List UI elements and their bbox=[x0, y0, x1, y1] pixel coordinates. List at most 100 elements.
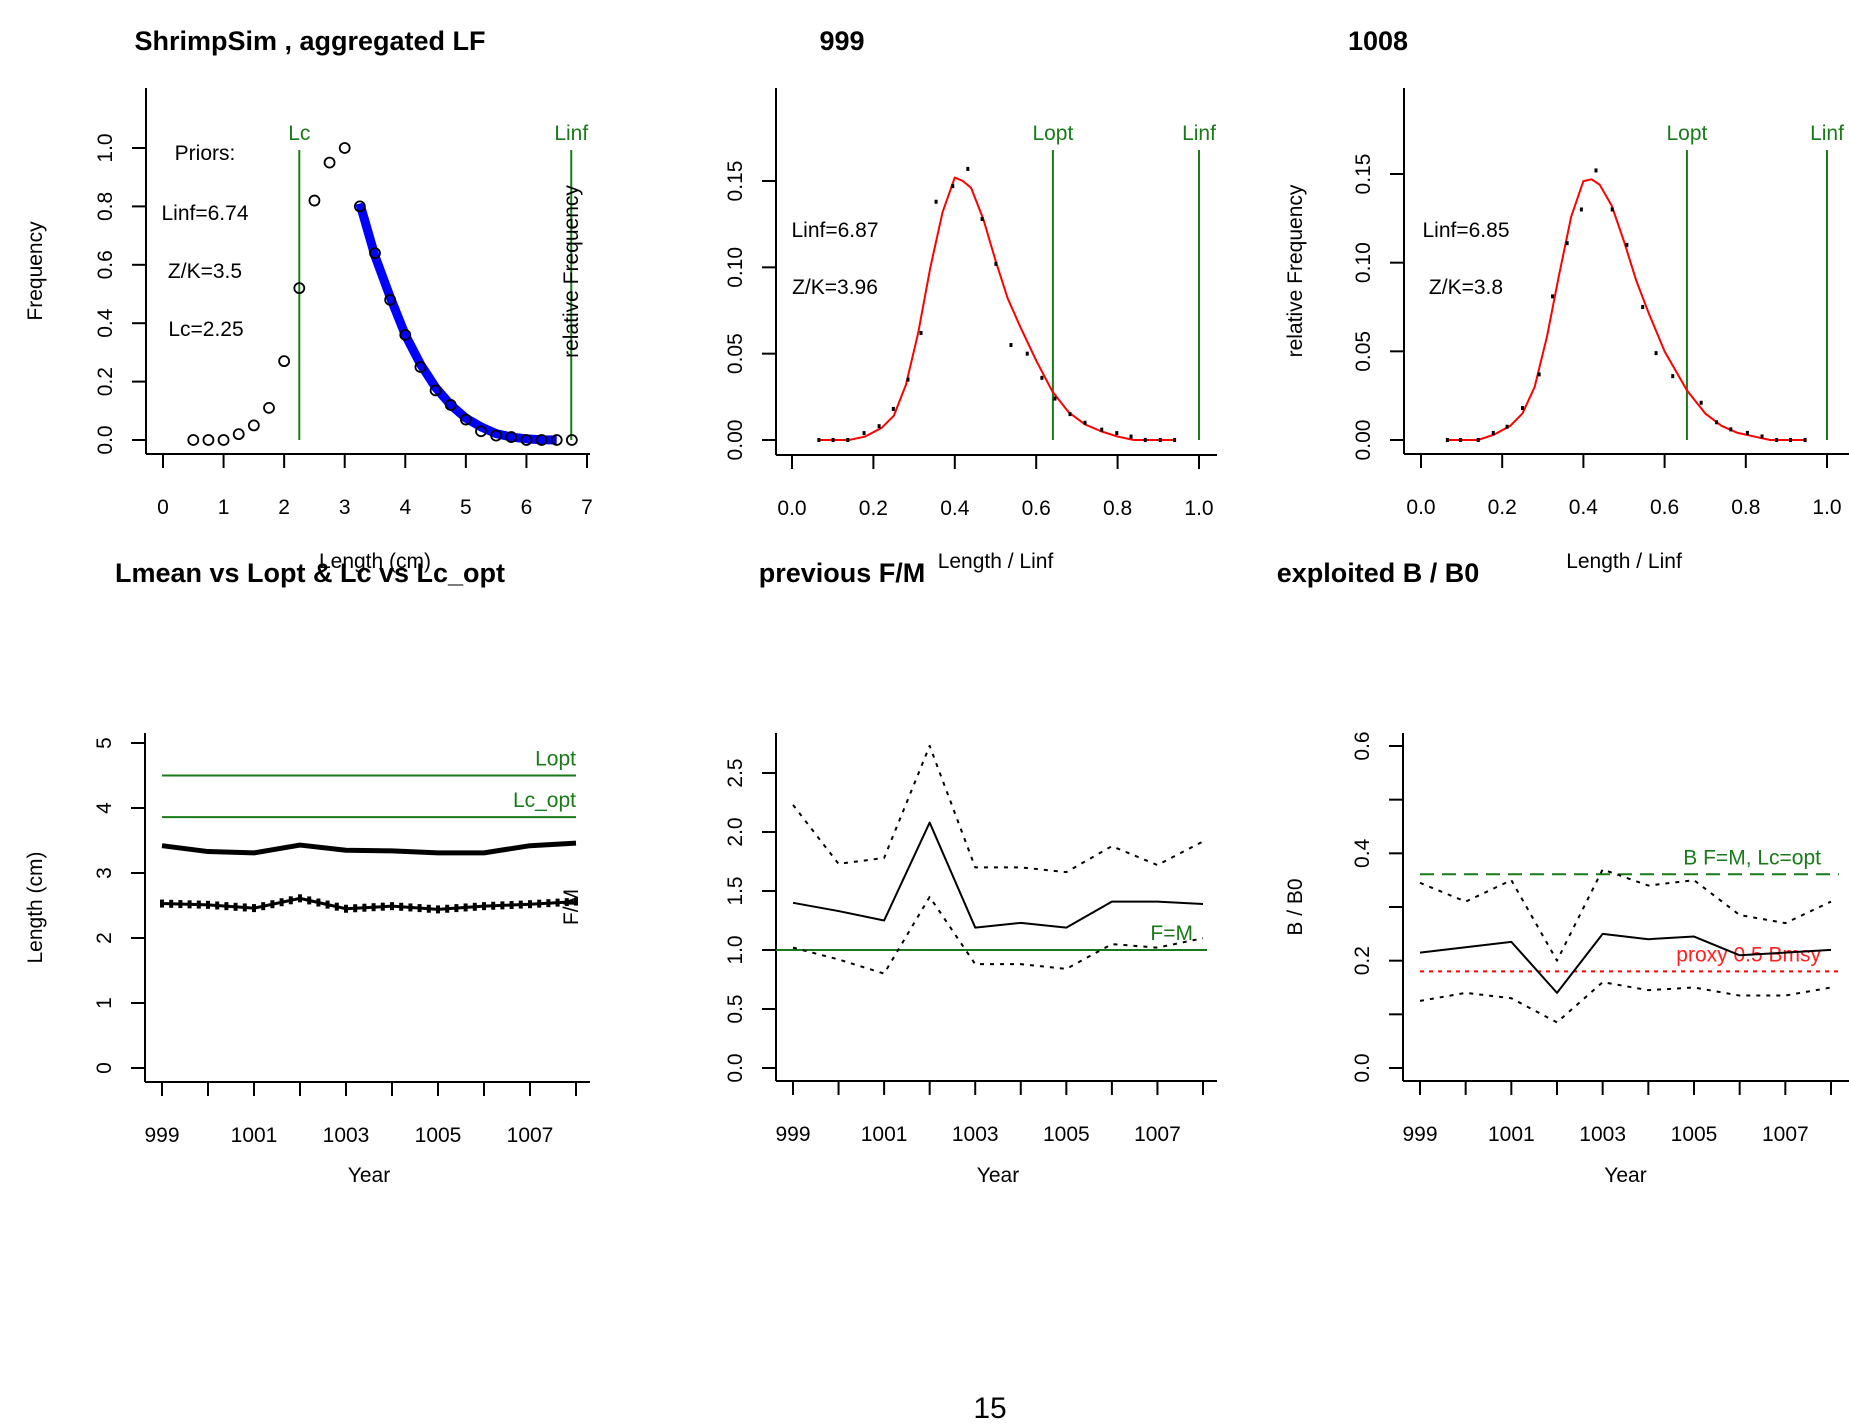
y-tick-label: 0.0 bbox=[94, 425, 117, 454]
x-tick-label: 0 bbox=[157, 496, 169, 519]
data-point bbox=[1775, 438, 1779, 442]
series-marker bbox=[206, 900, 210, 909]
series-marker bbox=[537, 899, 542, 908]
series-marker bbox=[528, 900, 532, 909]
vline-label: Lc bbox=[288, 122, 310, 145]
y-tick-label: 0.10 bbox=[724, 247, 747, 288]
data-point bbox=[1654, 351, 1658, 356]
data-point bbox=[247, 419, 260, 432]
panel-title: ShrimpSim , aggregated LF bbox=[134, 26, 485, 56]
data-point bbox=[1445, 438, 1449, 442]
data-point bbox=[1115, 431, 1119, 436]
x-tick-label: 1001 bbox=[231, 1124, 278, 1147]
series-marker bbox=[288, 896, 293, 905]
series-lc bbox=[161, 896, 577, 911]
annotation-text: Linf=6.74 bbox=[162, 202, 249, 225]
y-tick-label: 0.15 bbox=[724, 161, 747, 202]
series-marker bbox=[399, 902, 404, 911]
data-point bbox=[1173, 438, 1177, 442]
data-point bbox=[1083, 420, 1087, 425]
y-tick-label: 0.10 bbox=[1352, 242, 1375, 283]
series-marker bbox=[362, 903, 367, 912]
data-point bbox=[263, 401, 275, 414]
series-marker bbox=[380, 902, 385, 911]
y-tick-label: 0.15 bbox=[1352, 154, 1375, 195]
x-tick-label: 1007 bbox=[1762, 1123, 1809, 1146]
series-marker bbox=[463, 903, 468, 912]
x-tick-label: 0.2 bbox=[859, 497, 888, 520]
series-marker bbox=[187, 900, 192, 909]
vline-label: Linf bbox=[554, 122, 588, 145]
data-point bbox=[1803, 438, 1807, 442]
series-marker bbox=[445, 904, 450, 913]
data-point bbox=[475, 425, 487, 438]
annotation-text: Z/K=3.5 bbox=[168, 260, 242, 283]
y-tick-label: 0 bbox=[93, 1062, 116, 1074]
y-tick-label: 2.0 bbox=[724, 817, 747, 846]
data-point bbox=[293, 282, 306, 295]
series-marker bbox=[233, 902, 238, 911]
x-tick-label: 3 bbox=[339, 496, 351, 519]
data-point bbox=[891, 406, 895, 411]
data-point bbox=[414, 361, 427, 373]
x-tick-label: 1.0 bbox=[1184, 497, 1213, 520]
data-point bbox=[966, 166, 970, 171]
data-point bbox=[1565, 241, 1569, 246]
x-tick-label: 1007 bbox=[1134, 1123, 1181, 1146]
x-tick-label: 1003 bbox=[952, 1123, 999, 1146]
series-marker bbox=[242, 903, 247, 912]
series-marker bbox=[325, 900, 330, 909]
data-point bbox=[1641, 305, 1645, 309]
series-marker bbox=[509, 900, 514, 909]
x-tick-label: 1005 bbox=[1671, 1123, 1718, 1146]
y-axis-label: Length (cm) bbox=[24, 851, 47, 963]
data-point bbox=[951, 184, 955, 189]
series-marker bbox=[160, 899, 164, 908]
series-marker bbox=[353, 904, 358, 913]
data-point bbox=[919, 330, 923, 335]
data-point bbox=[1491, 430, 1495, 435]
panel-bb0: exploited B / B0 999 1001 1003 1005 1007 0.0 0.… bbox=[1277, 558, 1849, 1187]
series-marker bbox=[224, 902, 229, 911]
x-tick-label: 0.8 bbox=[1103, 497, 1132, 520]
series-marker bbox=[270, 900, 275, 909]
x-tick-label: 1.0 bbox=[1812, 496, 1841, 519]
data-point bbox=[308, 194, 321, 207]
data-point bbox=[1788, 438, 1792, 442]
data-point bbox=[1068, 412, 1072, 417]
x-tick-label: 999 bbox=[144, 1124, 179, 1147]
annotation-text: Z/K=3.96 bbox=[792, 276, 878, 299]
data-point bbox=[1715, 420, 1719, 425]
x-tick-label: 999 bbox=[1402, 1123, 1437, 1146]
x-axis-label: Length / Linf bbox=[938, 550, 1054, 573]
y-tick-label: 0.5 bbox=[724, 994, 747, 1023]
series-marker bbox=[215, 901, 220, 910]
data-point bbox=[1729, 427, 1733, 432]
series-marker bbox=[298, 894, 302, 903]
data-point bbox=[1551, 294, 1555, 299]
x-tick-label: 0.4 bbox=[940, 497, 970, 520]
y-axis-label: F/M bbox=[560, 889, 583, 925]
series-marker bbox=[261, 902, 266, 911]
data-point bbox=[1129, 434, 1133, 439]
data-point bbox=[520, 434, 533, 446]
panel-title: Lmean vs Lopt & Lc vs Lc_opt bbox=[115, 558, 505, 588]
panel-y999: 999 0.0 0.2 0.4 0.6 0.8 1.0 0.00 0.05 0.10 0.15 Len… bbox=[560, 26, 1217, 573]
y-axis-label: B / B0 bbox=[1284, 878, 1307, 935]
x-tick-label: 0.0 bbox=[777, 497, 806, 520]
series-marker bbox=[436, 905, 440, 914]
series-marker bbox=[408, 903, 413, 912]
x-axis-label: Length / Linf bbox=[1566, 550, 1682, 573]
data-point bbox=[369, 247, 381, 260]
series-marker bbox=[178, 900, 183, 909]
panel-y1008: 1008 0.0 0.2 0.4 0.6 0.8 1.0 0.00 0.05 0.10 0.15 Le… bbox=[1284, 26, 1849, 573]
data-point bbox=[384, 293, 397, 306]
data-point bbox=[278, 355, 291, 368]
y-tick-label: 1.5 bbox=[724, 876, 747, 905]
data-point bbox=[934, 199, 938, 204]
y-tick-label: 0.6 bbox=[94, 250, 117, 279]
x-tick-label: 2 bbox=[278, 496, 290, 519]
data-point bbox=[1760, 434, 1764, 439]
fit-curve bbox=[1447, 178, 1807, 441]
y-tick-label: 2.5 bbox=[724, 758, 747, 787]
